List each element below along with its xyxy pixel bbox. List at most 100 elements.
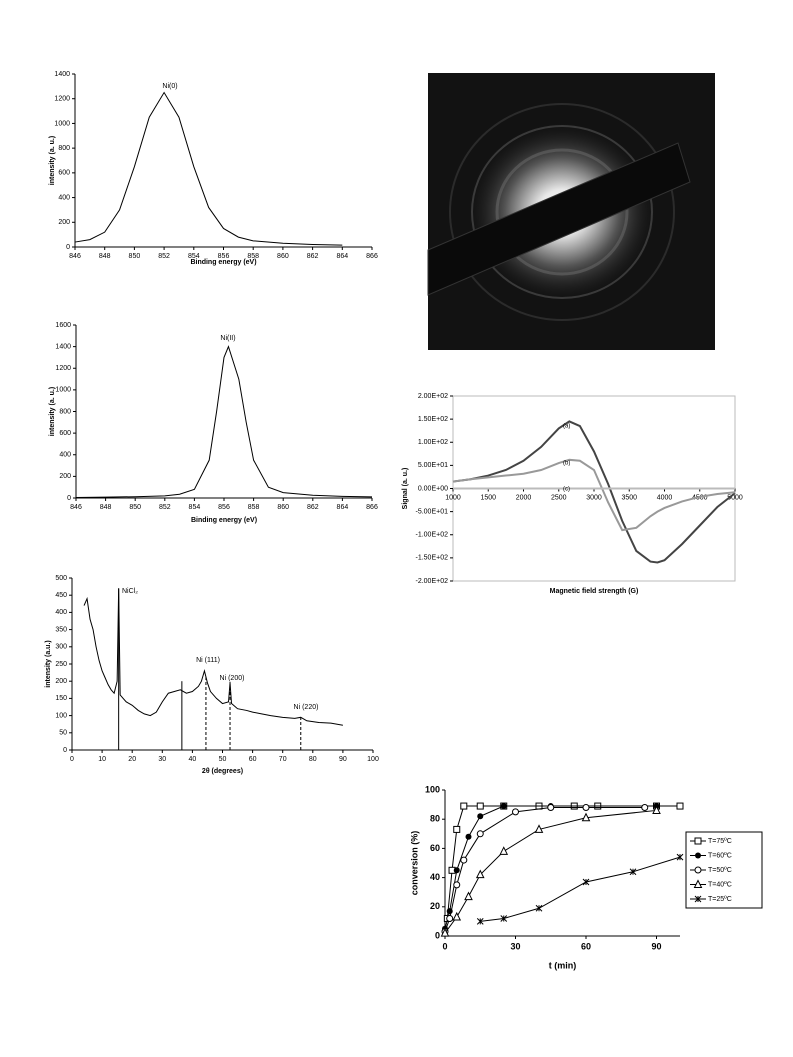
marker — [452, 911, 462, 921]
x-tick-label: 848 — [100, 504, 112, 511]
x-tick-label: 850 — [129, 504, 141, 511]
marker — [477, 813, 484, 820]
y-axis-label: Signal (a. u.) — [402, 468, 409, 510]
legend-label: T=60ºC — [708, 852, 732, 859]
marker — [476, 830, 484, 838]
data-line — [74, 91, 343, 246]
marker — [694, 837, 702, 845]
beam-stopper — [427, 142, 691, 296]
marker — [475, 869, 485, 879]
marker — [694, 895, 702, 903]
y-tick-label: 600 — [58, 170, 70, 177]
x-axis-label: Binding energy (eV) — [191, 517, 257, 524]
x-tick-label: 50 — [219, 756, 227, 763]
marker — [582, 804, 590, 812]
x-tick-label: 860 — [277, 253, 289, 260]
y-tick-label: 500 — [55, 575, 67, 582]
series-label: (c) — [563, 487, 570, 493]
x-tick-label: 852 — [158, 253, 170, 260]
x-tick-label: 852 — [159, 504, 171, 511]
y-tick-label: 200 — [55, 678, 67, 685]
x-tick-label: 860 — [277, 504, 289, 511]
y-tick-label: 0 — [63, 747, 67, 754]
marker — [476, 918, 484, 925]
data-line — [83, 588, 343, 726]
x-tick-label: 854 — [188, 253, 200, 260]
y-tick-label: 450 — [55, 592, 67, 599]
chart: 0 20 40 60 80 100 0 30 60 90 t (min) conversion (%)… — [409, 784, 763, 970]
y-tick-label: 200 — [58, 219, 70, 226]
marker — [446, 914, 454, 922]
x-tick-label: 20 — [128, 756, 136, 763]
x-tick-label: 848 — [99, 253, 111, 260]
marker — [581, 812, 591, 822]
x-axis-label: Magnetic field strength (G) — [550, 588, 639, 595]
x-tick-label: 0 — [442, 941, 447, 951]
marker — [500, 915, 508, 922]
x-tick-label: 30 — [510, 941, 520, 951]
x-tick-label: 5000 — [727, 494, 743, 501]
marker — [460, 856, 468, 864]
annotation: Ni(0) — [162, 83, 177, 90]
x-tick-label: 858 — [247, 253, 259, 260]
marker — [453, 867, 460, 874]
annotation: NiCl₂ — [122, 588, 138, 595]
marker — [693, 879, 703, 888]
y-tick-label: -2.00E+02 — [416, 578, 449, 585]
y-tick-label: 350 — [55, 626, 67, 633]
y-tick-label: 80 — [430, 814, 440, 824]
y-tick-label: 250 — [55, 661, 67, 668]
x-tick-label: 1500 — [480, 494, 496, 501]
x-tick-label: 854 — [189, 504, 201, 511]
x-tick-label: 850 — [129, 253, 141, 260]
y-tick-label: -5.00E+01 — [416, 508, 449, 515]
x-tick-label: 100 — [367, 756, 379, 763]
series-label: (b) — [563, 461, 570, 467]
y-tick-label: 800 — [59, 408, 71, 415]
ring — [471, 125, 653, 299]
marker — [453, 825, 461, 833]
x-axis-label: 2θ (degrees) — [202, 768, 243, 775]
x-tick-label: 3500 — [621, 494, 637, 501]
x-tick-label: 4500 — [692, 494, 708, 501]
marker — [499, 846, 509, 855]
marker — [453, 881, 461, 889]
x-tick-label: 858 — [248, 504, 260, 511]
marker — [695, 852, 701, 859]
x-tick-label: 862 — [307, 253, 319, 260]
y-tick-label: 0.00E+00 — [418, 485, 448, 492]
y-tick-label: -1.00E+02 — [416, 532, 449, 539]
y-tick-label: 800 — [58, 145, 70, 152]
x-tick-label: 1000 — [445, 494, 461, 501]
x-tick-label: 70 — [279, 756, 287, 763]
marker — [460, 802, 468, 810]
data-line — [480, 856, 681, 922]
y-tick-label: 200 — [59, 473, 71, 480]
marker — [440, 927, 450, 937]
y-tick-label: 1.00E+02 — [418, 439, 448, 446]
y-tick-label: 600 — [59, 430, 71, 437]
data-line — [444, 809, 657, 934]
y-tick-label: 1200 — [55, 365, 71, 372]
y-axis-label: intensity (a. u.) — [49, 387, 56, 436]
annotation: Ni(II) — [220, 335, 235, 342]
data-line — [444, 805, 657, 929]
x-tick-label: 864 — [336, 253, 348, 260]
marker — [694, 866, 702, 874]
x-tick-label: 856 — [218, 504, 230, 511]
x-tick-label: 10 — [98, 756, 106, 763]
x-tick-label: 30 — [158, 756, 166, 763]
annotation: Ni (200) — [220, 675, 245, 682]
x-tick-label: 90 — [339, 756, 347, 763]
marker — [641, 804, 649, 812]
y-tick-label: 1000 — [55, 387, 71, 394]
marker — [547, 804, 555, 812]
y-tick-label: 20 — [430, 901, 440, 911]
legend-label: T=50ºC — [708, 867, 732, 874]
y-tick-label: 1400 — [54, 71, 70, 78]
y-tick-label: 1000 — [54, 120, 70, 127]
marker — [512, 808, 519, 816]
y-tick-label: 150 — [55, 695, 67, 702]
y-tick-label: 0 — [67, 495, 71, 502]
